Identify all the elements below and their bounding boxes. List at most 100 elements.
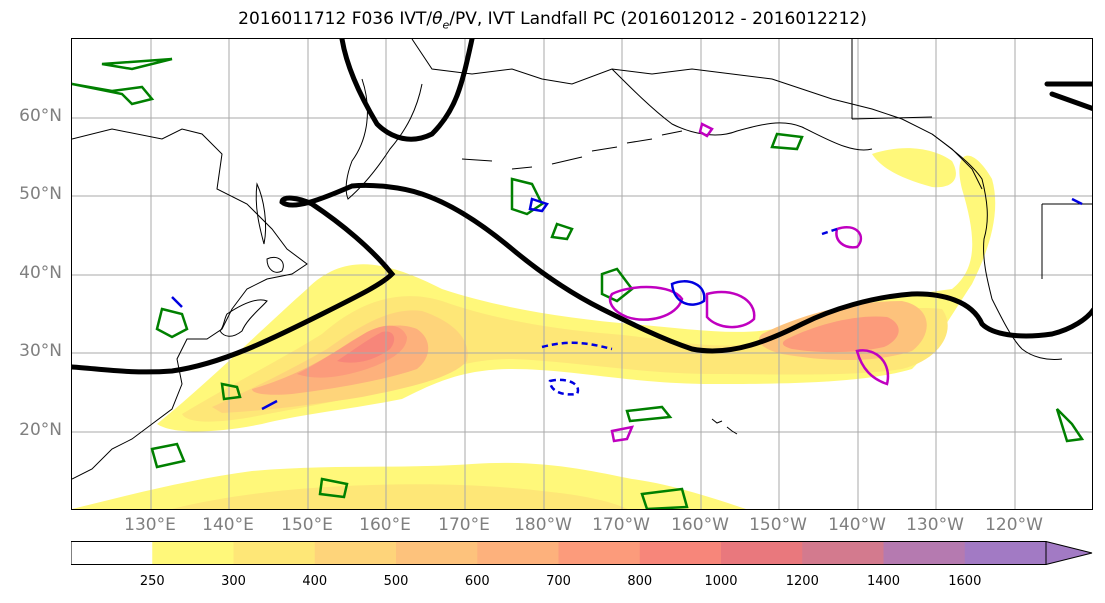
title-theta-sub: e bbox=[442, 18, 450, 32]
colorbar-segment bbox=[477, 541, 559, 565]
colorbar-segment bbox=[233, 541, 316, 565]
pc-neg-blob bbox=[541, 341, 613, 351]
colorbar-tick-label: 1600 bbox=[948, 574, 982, 589]
colorbar-segment bbox=[883, 541, 966, 565]
colorbar-tick-label: 1200 bbox=[785, 574, 819, 589]
pc-neg-blob bbox=[1071, 197, 1083, 206]
map-panel bbox=[71, 38, 1093, 510]
coast-japan-north bbox=[266, 256, 284, 273]
pc-neg-blob bbox=[670, 280, 706, 306]
coast-aleutians bbox=[461, 130, 683, 170]
pc-neg-blob bbox=[821, 227, 838, 236]
pc-pos-blob bbox=[698, 122, 714, 138]
colorbar-tick-label: 1000 bbox=[704, 574, 738, 589]
colorbar-segment bbox=[396, 541, 478, 565]
map-svg bbox=[72, 39, 1092, 509]
coast-hawaii bbox=[711, 418, 738, 435]
lon-label-130w: 130°W bbox=[906, 515, 964, 535]
theta-e-blob bbox=[150, 442, 186, 469]
coast-bc-coast bbox=[931, 133, 1063, 360]
theta-e-blob bbox=[625, 405, 673, 423]
lon-label-170w: 170°W bbox=[592, 515, 650, 535]
lon-label-130e: 130°E bbox=[124, 515, 176, 535]
lat-label-50: 50°N bbox=[19, 184, 62, 204]
lat-label-60: 60°N bbox=[19, 106, 62, 126]
pc-neg-blob bbox=[171, 296, 183, 308]
colorbar-tick-label: 700 bbox=[546, 574, 571, 589]
lon-label-170e: 170°E bbox=[438, 515, 490, 535]
coast-asia-east bbox=[72, 128, 308, 480]
lon-label-140e: 140°E bbox=[202, 515, 254, 535]
pv-contour bbox=[72, 39, 1092, 375]
colorbar-segment bbox=[152, 541, 234, 565]
colorbar-tick-label: 400 bbox=[302, 574, 328, 589]
pc-pos-blob bbox=[835, 226, 863, 249]
colorbar-tick-label: 300 bbox=[221, 574, 246, 589]
theta-e-blob bbox=[600, 267, 634, 303]
theta-e-blob bbox=[550, 222, 574, 241]
pc-neg-blob bbox=[261, 399, 278, 411]
ivt-gulf-alaska bbox=[872, 148, 956, 188]
lat-label-40: 40°N bbox=[19, 263, 62, 283]
pc-positive-contours bbox=[608, 122, 890, 443]
theta-e-blob bbox=[72, 82, 155, 106]
coast-canada-border bbox=[851, 39, 1092, 279]
theta-e-blob bbox=[1055, 408, 1085, 443]
pc-neg-blob bbox=[528, 197, 550, 213]
gridlines bbox=[72, 39, 1092, 509]
colorbar-extend-triangle bbox=[1046, 541, 1092, 565]
lon-label-180w: 180°W bbox=[514, 515, 572, 535]
colorbar-tick-label: 500 bbox=[383, 574, 409, 589]
pv-line-main bbox=[72, 182, 1092, 375]
colorbar-segment bbox=[964, 541, 1047, 565]
colorbar-segment bbox=[71, 541, 153, 565]
lon-label-160e: 160°E bbox=[359, 515, 411, 535]
coastlines bbox=[72, 39, 1092, 480]
lon-label-120w: 120°W bbox=[985, 515, 1043, 535]
theta-e-blob bbox=[155, 307, 189, 339]
colorbar-segment bbox=[314, 541, 397, 565]
colorbar-outline bbox=[71, 541, 1047, 565]
coast-kamchatka bbox=[345, 78, 423, 200]
title-prefix: 2016011712 F036 IVT/ bbox=[238, 9, 433, 29]
theta-e-blob bbox=[640, 487, 689, 509]
colorbar-segment bbox=[558, 541, 641, 565]
colorbar-tick-label: 600 bbox=[464, 574, 490, 589]
pc-pos-blob bbox=[705, 290, 756, 329]
chart-title: 2016011712 F036 IVT/θe/PV, IVT Landfall … bbox=[0, 9, 1105, 31]
coast-alaska bbox=[611, 68, 873, 151]
lat-label-20: 20°N bbox=[19, 420, 62, 440]
colorbar-segment bbox=[802, 541, 884, 565]
lat-label-30: 30°N bbox=[19, 341, 62, 361]
pc-negative-contours bbox=[171, 197, 1083, 411]
theta-e-contours bbox=[72, 57, 1085, 509]
coast-sakhalin bbox=[255, 182, 267, 245]
lon-label-160w: 160°W bbox=[671, 515, 729, 535]
theta-e-blob bbox=[101, 57, 173, 71]
colorbar-extend-outline bbox=[1045, 541, 1093, 565]
colorbar-segments bbox=[71, 541, 1092, 565]
title-theta: θ bbox=[432, 9, 443, 29]
colorbar-tick-label: 1400 bbox=[866, 574, 901, 589]
theta-e-blob bbox=[770, 132, 804, 151]
colorbar-segment bbox=[721, 541, 803, 565]
ivt-south-band-300 bbox=[172, 484, 628, 509]
ivt-east-core-800 bbox=[782, 316, 899, 353]
pv-line-north bbox=[339, 39, 475, 142]
theta-e-blob bbox=[220, 382, 242, 401]
pv-line-east bbox=[1044, 81, 1092, 111]
theta-e-blob bbox=[318, 477, 349, 499]
ivt-shading bbox=[72, 148, 996, 509]
pc-neg-blob bbox=[548, 378, 580, 396]
lon-label-150e: 150°E bbox=[281, 515, 333, 535]
colorbar-tick-label: 800 bbox=[627, 574, 653, 589]
ivt-core-west-1000 bbox=[337, 331, 395, 363]
pc-pos-blob bbox=[608, 285, 684, 321]
coast-japan bbox=[219, 299, 268, 337]
title-suffix: /PV, IVT Landfall PC (2016012012 - 20160… bbox=[449, 9, 867, 29]
pc-pos-blob bbox=[855, 349, 890, 386]
lon-label-150w: 150°W bbox=[749, 515, 807, 535]
colorbar bbox=[71, 541, 1093, 565]
colorbar-segment bbox=[639, 541, 722, 565]
lon-label-140w: 140°W bbox=[828, 515, 886, 535]
